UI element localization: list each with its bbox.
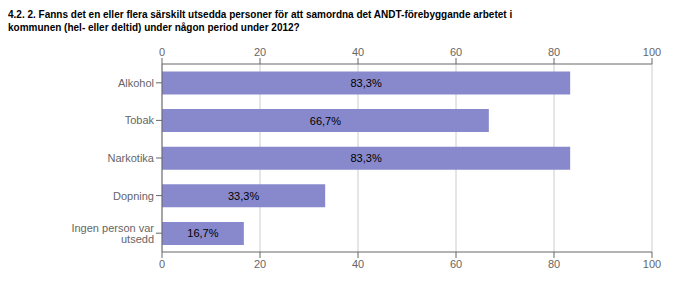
svg-text:0: 0 — [159, 258, 165, 270]
svg-text:60: 60 — [450, 46, 462, 58]
svg-text:20: 20 — [254, 46, 266, 58]
svg-text:Alkohol: Alkohol — [118, 77, 154, 89]
svg-text:Tobak: Tobak — [125, 114, 155, 126]
svg-text:Dopning: Dopning — [113, 190, 154, 202]
svg-text:100: 100 — [643, 258, 661, 270]
svg-text:83,3%: 83,3% — [350, 152, 381, 164]
html-text:kommunen (hel- eller deltid) u: kommunen (hel- eller deltid) under någon… — [8, 22, 300, 33]
svg-text:Narkotika: Narkotika — [108, 152, 155, 164]
svg-text:33,3%: 33,3% — [228, 190, 259, 202]
svg-text:80: 80 — [548, 258, 560, 270]
svg-text:40: 40 — [352, 46, 364, 58]
svg-text:40: 40 — [352, 258, 364, 270]
html-text:4.2. 2. Fanns det en eller fle: 4.2. 2. Fanns det en eller flera särskil… — [8, 9, 513, 20]
svg-text:20: 20 — [254, 258, 266, 270]
svg-text:83,3%: 83,3% — [350, 77, 381, 89]
svg-text:80: 80 — [548, 46, 560, 58]
svg-text:60: 60 — [450, 258, 462, 270]
svg-text:16,7%: 16,7% — [187, 227, 218, 239]
svg-text:0: 0 — [159, 46, 165, 58]
svg-text:100: 100 — [643, 46, 661, 58]
svg-text:66,7%: 66,7% — [310, 115, 341, 127]
svg-text:Ingen person varutsedd: Ingen person varutsedd — [71, 222, 154, 245]
